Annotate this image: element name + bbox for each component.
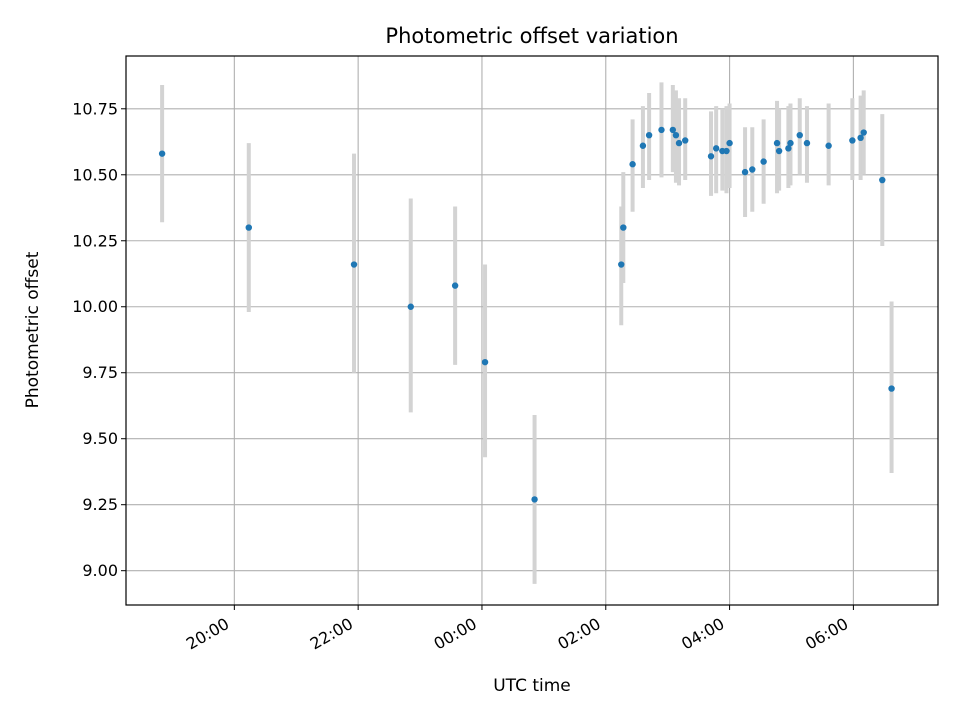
data-point [723,147,730,155]
chart-title: Photometric offset variation [385,24,678,48]
y-tick-label: 9.00 [82,561,118,580]
data-point [803,139,811,147]
data-point [451,282,459,289]
data-points [158,126,895,503]
data-point [825,142,832,149]
data-point [350,261,358,268]
y-tick-label: 9.50 [82,429,118,448]
data-point [860,129,867,136]
y-tick-label: 9.75 [82,363,118,382]
data-point [726,139,733,147]
data-point [158,150,166,157]
y-tick-label: 10.00 [72,297,118,316]
data-point [682,137,689,144]
y-tick-label: 9.25 [82,495,118,514]
data-point [796,131,803,139]
data-point [620,224,627,231]
y-tick-label: 10.75 [72,99,118,118]
data-point [629,161,636,168]
data-point [645,131,653,139]
data-point [481,358,489,366]
data-point [785,145,792,152]
data-point [749,166,756,173]
data-point [407,303,414,310]
plot-frame [125,55,939,606]
data-point [675,139,683,147]
data-point [672,131,680,139]
data-point [707,153,715,160]
data-point [773,139,781,147]
y-axis-label: Photometric offset [23,251,43,408]
data-point [531,496,538,503]
data-point [775,147,783,155]
data-point [618,261,625,268]
data-point [741,168,749,176]
y-tick-label: 10.25 [72,231,118,250]
data-point [787,139,794,147]
data-point [639,142,647,149]
data-point [879,176,886,184]
data-point [712,145,720,152]
data-point [888,385,895,392]
x-axis-label: UTC time [493,676,571,696]
y-tick-label: 10.50 [72,165,118,184]
data-point [658,126,665,134]
data-point [760,158,767,165]
data-point [245,224,252,231]
data-point [857,134,864,142]
y-axis-ticks: 9.00 9.25 9.50 9.75 10.00 10.25 10.50 10.75 [72,99,126,580]
data-point [849,137,856,144]
data-point [669,126,677,134]
